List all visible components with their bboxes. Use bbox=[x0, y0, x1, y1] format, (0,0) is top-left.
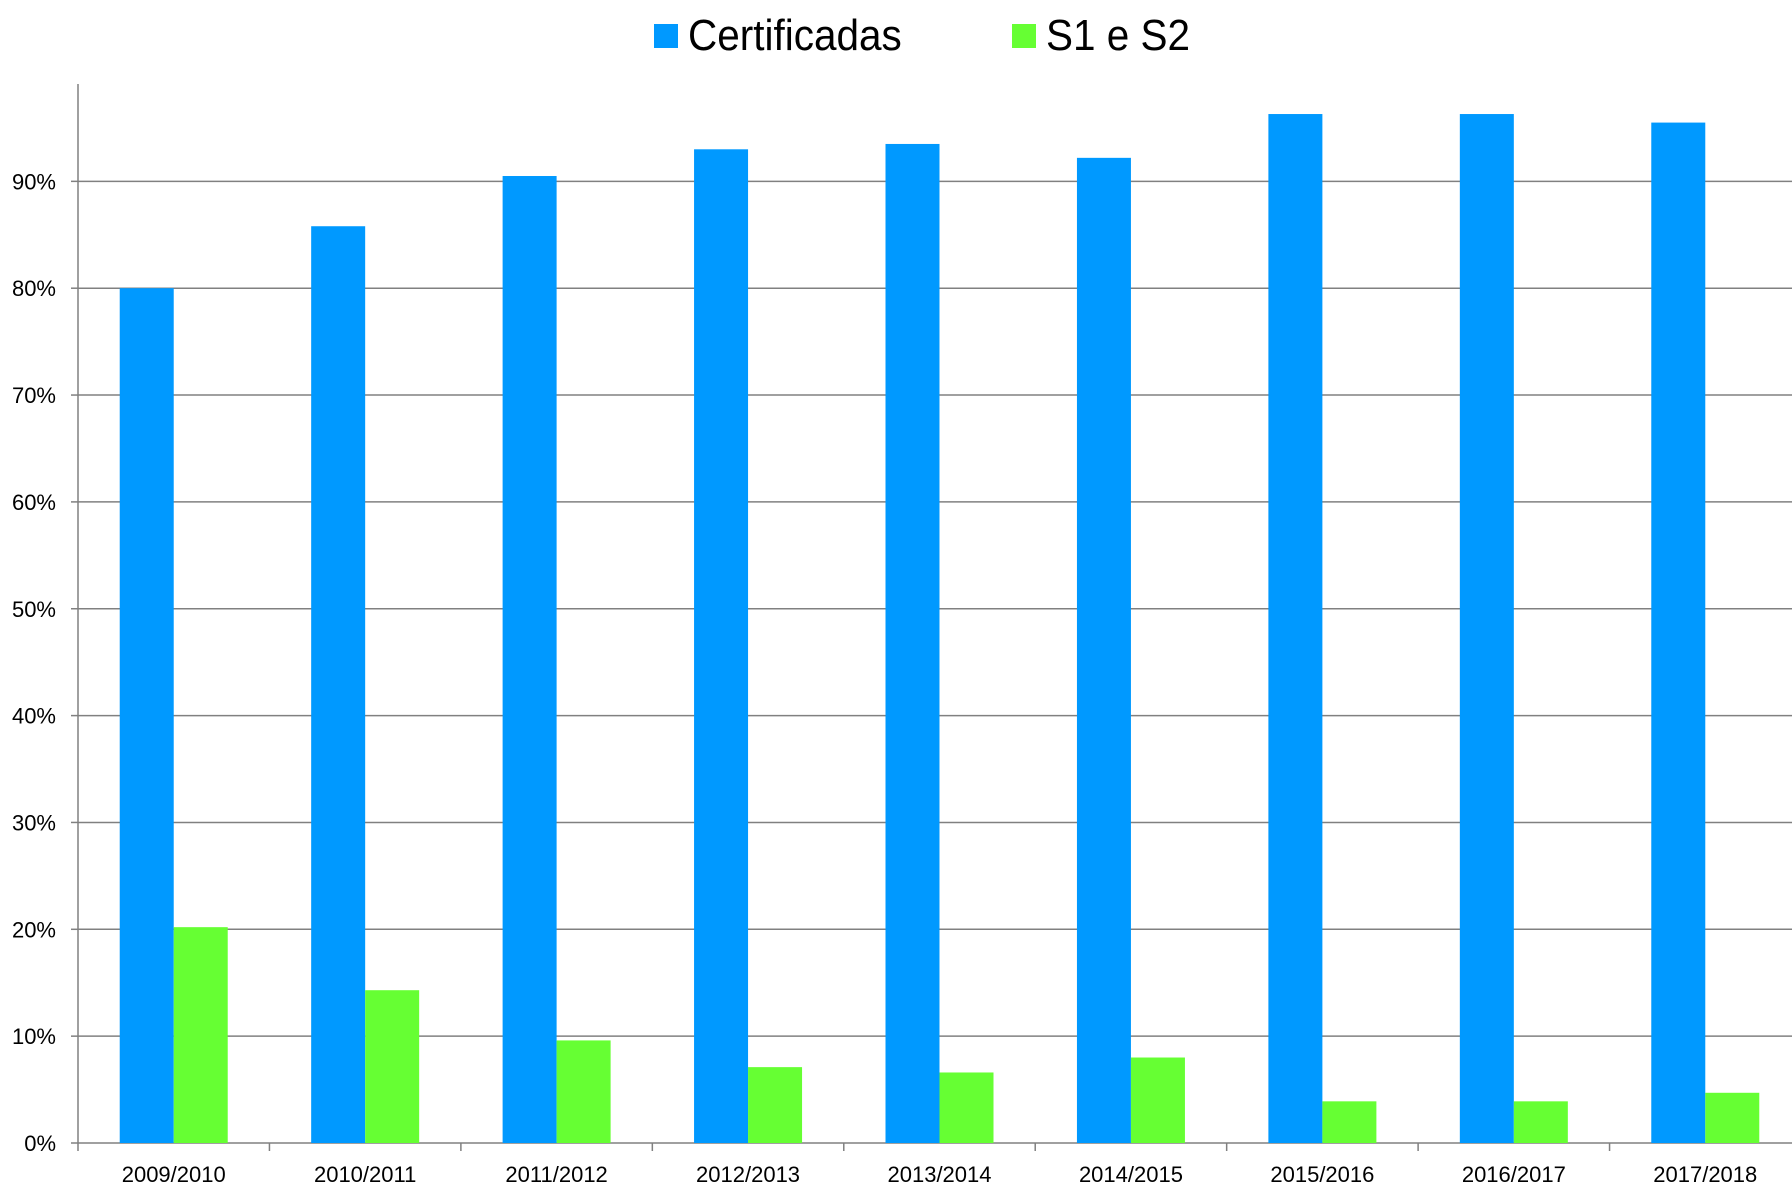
legend-label-certificadas: Certificadas bbox=[688, 11, 902, 60]
y-tick-label: 80% bbox=[12, 276, 56, 301]
legend-item-certificadas: Certificadas bbox=[654, 6, 920, 66]
x-tick-label: 2011/2012 bbox=[505, 1162, 607, 1187]
bar-certificadas bbox=[694, 149, 749, 1144]
bar-certificadas bbox=[1459, 114, 1514, 1143]
bar-s1-e-s2 bbox=[939, 1072, 994, 1143]
bar-certificadas bbox=[1651, 122, 1706, 1143]
bar-certificadas bbox=[502, 176, 557, 1143]
x-tick-label: 2009/2010 bbox=[122, 1162, 226, 1187]
y-tick-label: 90% bbox=[12, 169, 56, 194]
bar-s1-e-s2 bbox=[748, 1067, 803, 1143]
y-tick-label: 30% bbox=[12, 810, 56, 835]
bar-s1-e-s2 bbox=[1322, 1101, 1377, 1143]
bar-certificadas bbox=[1268, 114, 1323, 1143]
bar-s1-e-s2 bbox=[365, 990, 420, 1143]
bar-s1-e-s2 bbox=[1130, 1057, 1185, 1143]
y-tick-label: 40% bbox=[12, 704, 56, 729]
bar-s1-e-s2 bbox=[556, 1040, 611, 1143]
legend-swatch-certificadas bbox=[654, 24, 678, 48]
bar-certificadas bbox=[119, 288, 174, 1143]
legend-swatch-s1-e-s2 bbox=[1012, 24, 1036, 48]
legend-item-s1-e-s2: S1 e S2 bbox=[1012, 6, 1203, 66]
y-tick-label: 20% bbox=[12, 917, 56, 942]
bar-certificadas bbox=[1076, 157, 1131, 1143]
x-tick-label: 2010/2011 bbox=[314, 1162, 416, 1187]
bar-s1-e-s2 bbox=[1705, 1092, 1760, 1143]
legend-label-s1-e-s2: S1 e S2 bbox=[1046, 11, 1191, 60]
bar-certificadas bbox=[311, 226, 366, 1144]
y-tick-label: 10% bbox=[12, 1024, 56, 1049]
x-tick-label: 2016/2017 bbox=[1462, 1162, 1566, 1187]
x-tick-label: 2014/2015 bbox=[1079, 1162, 1183, 1187]
bar-s1-e-s2 bbox=[1513, 1101, 1568, 1143]
y-tick-label: 60% bbox=[12, 490, 56, 515]
x-tick-label: 2015/2016 bbox=[1270, 1162, 1374, 1187]
bar-s1-e-s2 bbox=[173, 927, 228, 1143]
x-tick-label: 2013/2014 bbox=[888, 1162, 992, 1187]
y-tick-label: 0% bbox=[24, 1131, 56, 1156]
bar-certificadas bbox=[885, 143, 940, 1143]
x-tick-label: 2012/2013 bbox=[696, 1162, 800, 1187]
legend: Certificadas S1 e S2 bbox=[0, 6, 1792, 66]
x-tick-label: 2017/2018 bbox=[1653, 1162, 1757, 1187]
y-tick-label: 50% bbox=[12, 597, 56, 622]
y-tick-label: 70% bbox=[12, 383, 56, 408]
